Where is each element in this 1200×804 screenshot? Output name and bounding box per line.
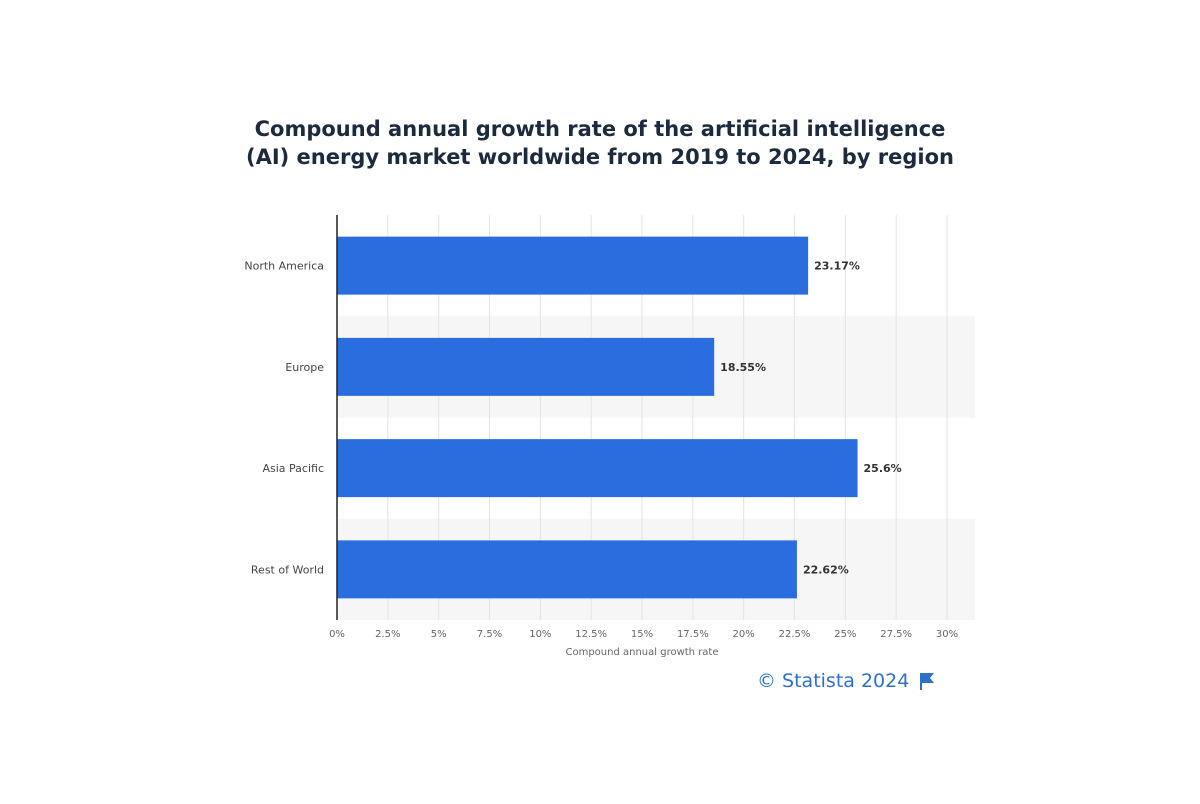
source-credit-text: © Statista 2024 — [757, 670, 910, 692]
x-tick-label: 12.5% — [575, 629, 607, 640]
x-tick-label: 30% — [936, 629, 958, 640]
data-label: 18.55% — [720, 361, 766, 374]
statista-credit[interactable]: © Statista 2024 — [757, 670, 935, 692]
x-tick-label: 10% — [529, 629, 551, 640]
x-tick-label: 0% — [329, 629, 345, 640]
data-label: 23.17% — [814, 260, 860, 273]
x-tick-label: 7.5% — [477, 629, 502, 640]
x-axis-title: Compound annual growth rate — [565, 647, 718, 658]
x-tick-label: 17.5% — [677, 629, 709, 640]
chart-title-line-1: Compound annual growth rate of the artif… — [254, 117, 946, 141]
x-tick-label: 25% — [834, 629, 856, 640]
x-tick-label: 5% — [431, 629, 447, 640]
category-label: Rest of World — [251, 563, 324, 576]
x-tick-label: 22.5% — [779, 629, 811, 640]
category-label: Europe — [285, 361, 324, 374]
x-tick-label: 2.5% — [375, 629, 400, 640]
x-tick-label: 27.5% — [880, 629, 912, 640]
category-label: Asia Pacific — [262, 462, 324, 475]
bar[interactable] — [337, 236, 809, 295]
x-tick-label: 15% — [631, 629, 653, 640]
bar[interactable] — [337, 439, 858, 498]
flag-icon[interactable] — [919, 671, 935, 691]
bar[interactable] — [337, 540, 797, 599]
x-tick-label: 20% — [733, 629, 755, 640]
bar[interactable] — [337, 337, 715, 396]
chart-title-line-2: (AI) energy market worldwide from 2019 t… — [245, 145, 955, 169]
category-label: North America — [244, 260, 324, 273]
data-label: 22.62% — [803, 563, 849, 576]
data-label: 25.6% — [864, 462, 902, 475]
